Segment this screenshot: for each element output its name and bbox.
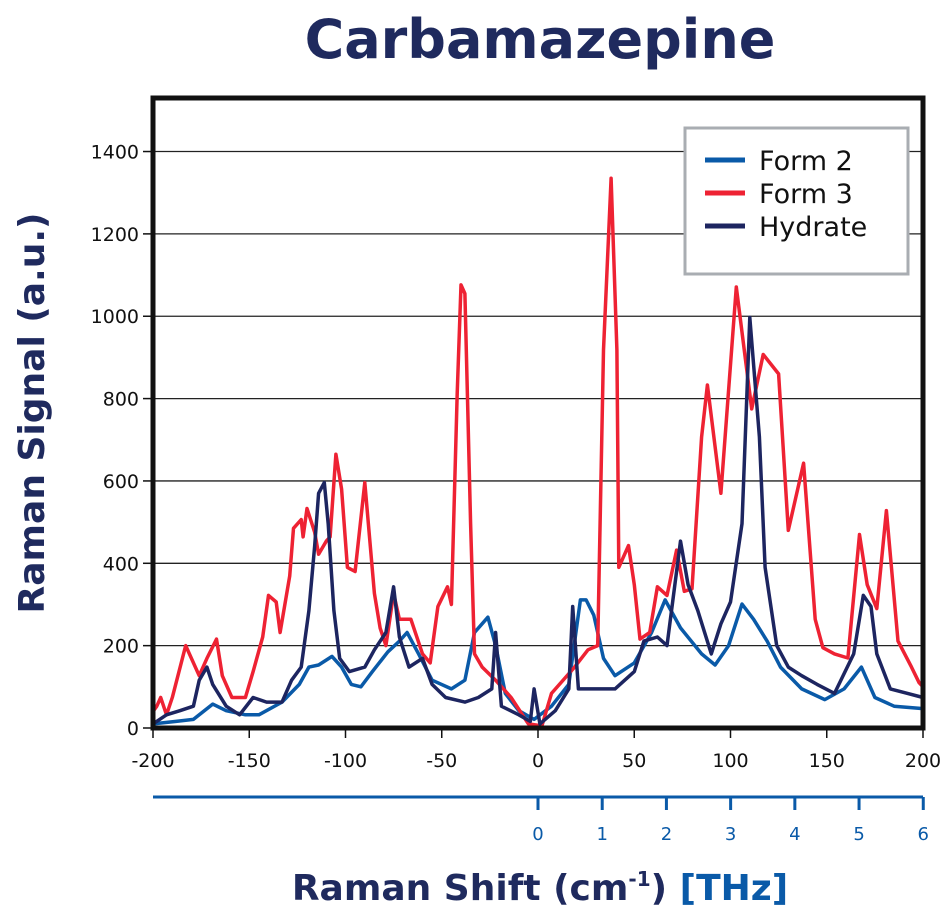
legend-label: Hydrate [759,212,867,243]
x-tick-label: -150 [228,750,271,772]
x-tick-label: 0 [532,750,544,772]
y-tick-label: 600 [103,471,139,493]
thz-axis: 0 1 2 3 4 5 6 [153,795,929,845]
y-tick-label: 800 [103,389,139,411]
x-tick-label: -200 [131,750,174,772]
x-label-main: Raman Shift (cm [292,868,629,909]
y-tick-label: 200 [103,636,139,658]
legend-label: Form 2 [759,146,853,177]
thz-tick-label: 4 [789,824,800,845]
x-tick-label: -100 [324,750,367,772]
y-axis: 0 200 400 600 800 1000 1200 1400 [91,142,153,740]
x-tick-label: 50 [622,750,646,772]
thz-tick-label: 2 [661,824,672,845]
thz-tick-label: 1 [596,824,607,845]
y-tick-label: 1200 [91,224,139,246]
series-line-hydrate [152,315,924,726]
thz-tick-label: 6 [918,824,929,845]
thz-tick-label: 3 [725,824,736,845]
x-label-sup: -1 [628,867,650,891]
x-axis-label: Raman Shift (cm-1) [THz] [292,867,788,909]
x-tick-label: 100 [712,750,748,772]
y-tick-label: 0 [127,718,139,740]
y-tick-label: 1000 [91,306,139,328]
x-axis: -200 -150 -100 -50 0 50 100 150 200 [131,728,941,772]
thz-tick-label: 0 [532,824,543,845]
x-label-secondary: [THz] [680,868,789,909]
legend-box [683,126,910,276]
x-label-close: ) [651,868,667,909]
chart-title: Carbamazepine [305,8,776,71]
y-tick-label: 1400 [91,142,139,164]
gridlines [153,150,923,647]
thz-tick-label: 5 [853,824,864,845]
x-tick-label: -50 [426,750,457,772]
legend-label: Form 3 [759,179,853,210]
series-lines [151,176,925,728]
y-axis-label: Raman Signal (a.u.) [12,213,53,614]
series-line-form-3 [151,176,925,728]
x-tick-label: 150 [809,750,845,772]
y-tick-label: 400 [103,553,139,575]
x-tick-label: 200 [905,750,941,772]
